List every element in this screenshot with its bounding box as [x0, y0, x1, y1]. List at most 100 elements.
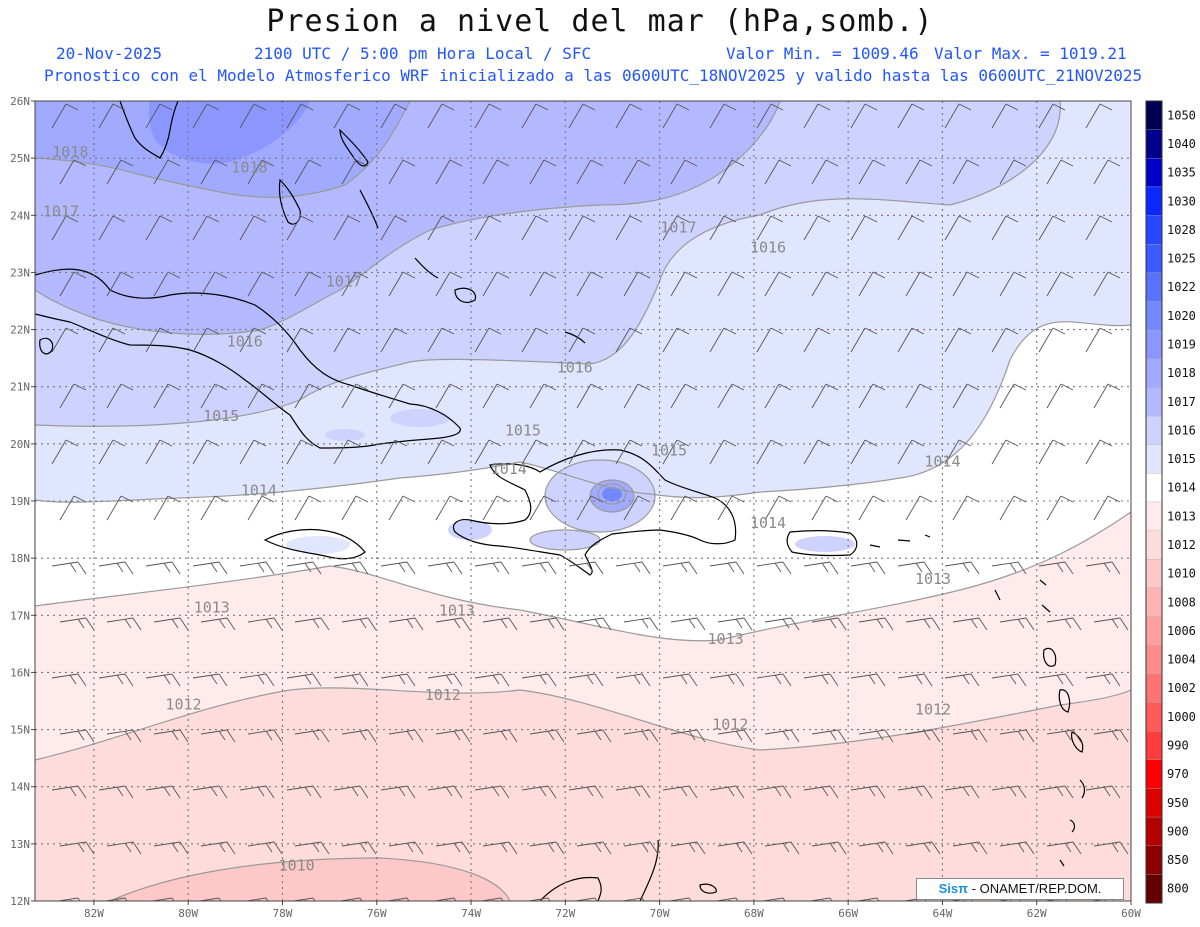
wind-barb: [286, 561, 322, 575]
contour-label: 1010: [279, 857, 315, 875]
wind-barb: [521, 215, 549, 241]
coast-turks: [564, 331, 586, 344]
wind-barb: [897, 785, 933, 799]
wind-barb: [944, 215, 972, 241]
contour-label: 1013: [439, 601, 475, 619]
wind-barb: [192, 327, 220, 353]
wind-barb: [944, 561, 980, 575]
shade-puerto-rico: [795, 536, 855, 552]
wind-barb: [153, 271, 181, 297]
wind-barb: [905, 159, 933, 185]
colorbar-swatch: [1145, 702, 1163, 732]
wind-barb: [380, 561, 416, 575]
shade-1010: [110, 858, 510, 901]
wind-barb: [670, 729, 706, 743]
wind-barb: [333, 785, 369, 799]
wind-barb: [1038, 561, 1074, 575]
wind-barb: [482, 271, 510, 297]
wind-barb: [98, 215, 126, 241]
wind-barb: [294, 617, 330, 631]
wind-barb: [333, 561, 369, 575]
wind-barb: [858, 841, 894, 855]
wind-barb: [1038, 327, 1066, 353]
wind-barb: [623, 729, 659, 743]
coast-inagua: [454, 287, 477, 303]
wind-barb: [427, 561, 463, 575]
lon-label: 76W: [367, 907, 387, 920]
wind-barb: [1085, 103, 1113, 129]
wind-barb: [247, 271, 275, 297]
colorbar-label: 1019: [1167, 337, 1196, 351]
wind-barb: [991, 439, 1019, 465]
wind-barb: [482, 617, 518, 631]
colorbar-swatch: [1145, 788, 1163, 818]
forecast-date: 20-Nov-2025: [56, 44, 162, 63]
wind-barb: [153, 495, 181, 521]
wind-barb: [850, 103, 878, 129]
lat-label: 20N: [10, 438, 30, 451]
wind-barb: [764, 729, 800, 743]
wind-barb: [294, 159, 322, 185]
wind-barb: [145, 439, 173, 465]
wind-barb: [435, 729, 471, 743]
wind-barb: [98, 103, 126, 129]
wind-barb: [106, 159, 134, 185]
wind-barb: [247, 729, 283, 743]
lon-label: 70W: [650, 907, 670, 920]
contour-label: 1015: [505, 421, 541, 439]
lat-label: 18N: [10, 552, 30, 565]
wind-barb: [529, 729, 565, 743]
wind-barb: [568, 561, 604, 575]
wind-barb: [435, 159, 463, 185]
colorbar-label: 1016: [1167, 423, 1196, 437]
coast-cuba: [35, 268, 461, 449]
colorbar-label: 1030: [1167, 194, 1196, 208]
wind-barb: [145, 215, 173, 241]
wind-barb: [388, 729, 424, 743]
wind-barb: [341, 383, 369, 409]
colorbar-swatch: [1145, 158, 1163, 188]
contour-label: 1013: [915, 570, 951, 588]
wind-barb: [905, 383, 933, 409]
wind-barb: [1038, 215, 1066, 241]
lat-label: 12N: [10, 895, 30, 908]
wind-barb: [576, 383, 604, 409]
lon-label: 66W: [838, 907, 858, 920]
colorbar-label: 990: [1167, 738, 1189, 752]
wind-barb: [576, 159, 604, 185]
wind-barb: [764, 617, 800, 631]
lat-label: 23N: [10, 266, 30, 279]
contour-label: 1013: [194, 598, 230, 616]
wind-barb: [803, 103, 831, 129]
colorbar-label: 1035: [1167, 166, 1196, 180]
wind-barb: [568, 327, 596, 353]
colorbar-frame: [1145, 100, 1163, 904]
wind-barb: [59, 271, 87, 297]
lon-label: 60W: [1121, 907, 1141, 920]
wind-barb: [709, 439, 737, 465]
lat-label: 21N: [10, 381, 30, 394]
wind-barb: [1093, 729, 1129, 743]
wind-barb: [1046, 159, 1074, 185]
colorbar-label: 1012: [1167, 538, 1196, 552]
wind-barb: [51, 673, 87, 687]
lat-label: 15N: [10, 724, 30, 737]
wind-barb: [897, 215, 925, 241]
lon-label: 72W: [555, 907, 575, 920]
wind-barb: [380, 103, 408, 129]
wind-barb: [427, 439, 455, 465]
colorbar-label: 900: [1167, 824, 1189, 838]
contour-label: 1014: [924, 453, 960, 471]
wind-barb: [239, 673, 275, 687]
colorbar-label: 1015: [1167, 452, 1196, 466]
wind-barb: [944, 439, 972, 465]
value-min: Valor Min. = 1009.46: [726, 44, 919, 63]
wind-barb: [623, 617, 659, 631]
contour-label: 1016: [227, 333, 263, 351]
wind-barb: [615, 215, 643, 241]
colorbar-label: 1010: [1167, 567, 1196, 581]
wind-barb: [529, 495, 557, 521]
wind-barb: [756, 785, 792, 799]
wind-barb: [811, 617, 847, 631]
